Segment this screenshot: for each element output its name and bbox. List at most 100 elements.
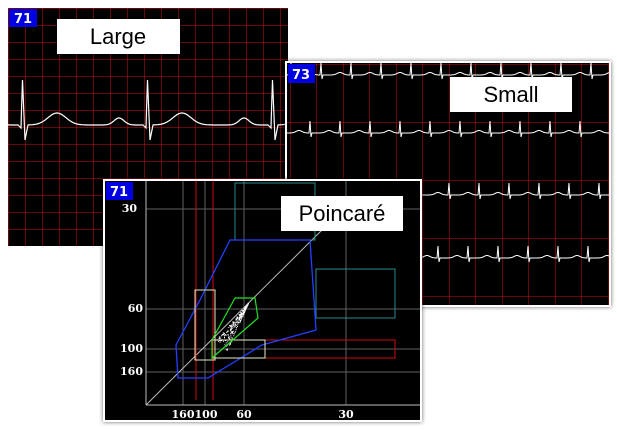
badge-bg — [9, 9, 37, 27]
scatter-dot — [238, 318, 240, 320]
scatter-dot — [235, 318, 237, 320]
scatter-dot — [231, 337, 233, 339]
scatter-dot — [220, 337, 222, 339]
scatter-dot — [233, 330, 235, 332]
scatter-dot — [237, 321, 239, 323]
scatter-dot — [228, 334, 229, 336]
scatter-dot — [233, 324, 235, 326]
scatter-dot — [245, 307, 247, 309]
scatter-dot — [226, 348, 228, 350]
y-tick-label: 160 — [120, 365, 143, 378]
scatter-dot — [244, 308, 245, 310]
scatter-dot — [241, 310, 243, 312]
scatter-dot — [233, 335, 235, 337]
scatter-dot — [239, 313, 241, 315]
scatter-dot — [241, 313, 243, 315]
scatter-dot — [227, 341, 229, 343]
scatter-dot — [221, 339, 223, 341]
x-tick-label: 60 — [236, 408, 252, 421]
scatter-dot — [225, 342, 227, 344]
scatter-dot — [240, 313, 242, 315]
scatter-dot — [229, 344, 230, 346]
scatter-dot — [223, 333, 225, 335]
scatter-dot — [233, 322, 235, 324]
scatter-dot — [229, 325, 231, 327]
label-box — [450, 77, 572, 112]
label-box — [281, 196, 403, 231]
scatter-dot — [220, 339, 222, 341]
scatter-dot — [234, 324, 236, 326]
scatter-dot — [220, 340, 222, 342]
scatter-dot — [225, 334, 227, 335]
zone — [211, 297, 259, 360]
scatter-dot — [238, 314, 240, 316]
scatter-dot — [234, 326, 236, 328]
scatter-dot — [243, 309, 245, 311]
scatter-dot — [240, 316, 242, 318]
scatter-dot — [245, 307, 247, 309]
scatter-dot — [242, 314, 244, 315]
scatter-dot — [234, 332, 236, 334]
scatter-dot — [246, 304, 248, 306]
scatter-dot — [236, 324, 238, 326]
y-tick-label: 60 — [128, 302, 144, 315]
scatter-dot — [216, 339, 218, 341]
panel-label: Poincaré — [299, 201, 386, 226]
scatter-dot — [221, 334, 223, 336]
scatter-dot — [236, 317, 238, 319]
scatter-dot — [227, 336, 229, 338]
scatter-dot — [231, 324, 233, 326]
x-tick-label: 160 — [172, 408, 195, 421]
ecg-trace — [8, 79, 288, 141]
panel-label: Large — [90, 24, 146, 49]
scatter-dot — [236, 316, 238, 318]
scatter-dot — [219, 341, 221, 343]
scatter-dot — [217, 340, 219, 342]
scatter-dot — [244, 309, 246, 311]
scatter-dot — [231, 332, 232, 334]
scatter-dot — [227, 330, 229, 332]
scatter-dot — [237, 323, 239, 325]
scatter — [216, 303, 249, 351]
scatter-dot — [235, 322, 237, 324]
scatter-dot — [238, 319, 240, 321]
scatter-dot — [224, 344, 226, 346]
scatter-dot — [241, 316, 243, 318]
scatter-dot — [239, 319, 241, 321]
scatter-dot — [235, 321, 237, 323]
scatter-dot — [231, 327, 233, 329]
scatter-dot — [229, 343, 231, 345]
scatter-dot — [239, 315, 241, 317]
scatter-dot — [229, 330, 231, 332]
scatter-dot — [225, 335, 227, 336]
zone — [175, 239, 317, 379]
scatter-dot — [219, 340, 221, 342]
scatter-dot — [245, 309, 246, 311]
scatter-dot — [226, 332, 228, 334]
scatter-dot — [231, 327, 233, 329]
badge: 73 — [292, 68, 310, 83]
scatter-dot — [239, 317, 241, 319]
scatter-dot — [230, 329, 232, 331]
scatter-dot — [226, 331, 228, 333]
scatter-dot — [230, 324, 232, 326]
badge-bg — [288, 64, 315, 83]
scatter-dot — [224, 332, 225, 334]
scatter-dot — [237, 326, 238, 328]
scatter-dot — [225, 339, 226, 341]
scatter-dot — [239, 320, 241, 322]
scatter-dot — [235, 319, 237, 321]
scatter-dot — [242, 313, 244, 315]
scatter-dot — [232, 324, 234, 326]
ecg-trace — [287, 63, 609, 263]
identity-line — [145, 221, 331, 406]
scatter-dot — [230, 342, 231, 344]
scatter-dot — [240, 315, 242, 317]
scatter-dot — [236, 327, 237, 329]
scatter-dot — [223, 335, 225, 337]
scatter-dot — [224, 336, 225, 338]
scatter-dot — [240, 318, 242, 320]
panel-label: Small — [483, 82, 538, 107]
scatter-dot — [228, 336, 230, 338]
scatter-dot — [231, 338, 233, 340]
